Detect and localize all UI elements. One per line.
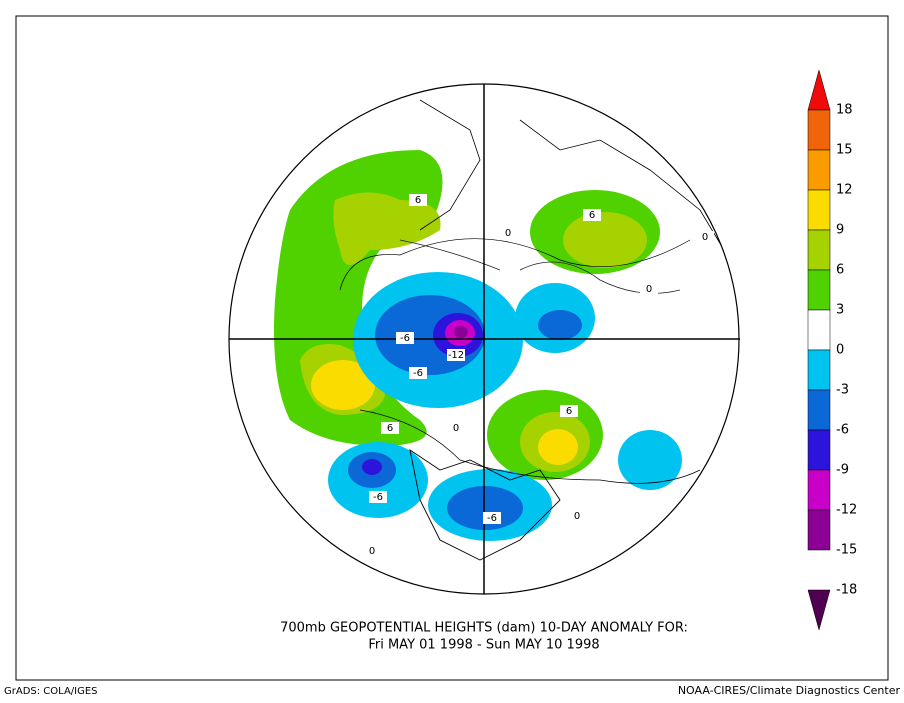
contour-label-bg: [369, 491, 387, 503]
colorbar-label: -12: [836, 503, 857, 518]
contour-label: 0: [646, 284, 652, 295]
contour-label-bg: [363, 545, 381, 557]
colorbar-label: 0: [836, 343, 844, 358]
colorbar-segment: [807, 149, 831, 191]
colorbar-segment: [807, 469, 831, 511]
colorbar-segment: [807, 189, 831, 231]
contour-label-bg: [409, 194, 427, 206]
contour-label: 6: [387, 423, 393, 434]
footer-right: NOAA-CIRES/Climate Diagnostics Center: [678, 684, 901, 697]
contour-label: 0: [453, 423, 459, 434]
contour-label-bg: [483, 512, 501, 524]
colorbar-segment: [807, 229, 831, 271]
contour-label: 6: [415, 195, 421, 206]
colorbar-label: 3: [836, 303, 844, 318]
contour-label: 6: [566, 406, 572, 417]
colorbar-label: 18: [836, 103, 853, 118]
title-line: 700mb GEOPOTENTIAL HEIGHTS (dam) 10-DAY …: [280, 621, 688, 636]
contour-label-bg: [409, 367, 427, 379]
colorbar-segment: [807, 509, 831, 551]
contour-label: -6: [373, 492, 383, 503]
contour-label: -6: [413, 368, 423, 379]
footer-left: GrADS: COLA/IGES: [4, 686, 98, 697]
colorbar-label: 12: [836, 183, 853, 198]
colorbar-label: 9: [836, 223, 844, 238]
colorbar-label: 6: [836, 263, 844, 278]
contour-label-bg: [499, 227, 517, 239]
contour-label: 0: [574, 511, 580, 522]
anomaly-field: [274, 99, 731, 561]
contour-label-bg: [568, 510, 586, 522]
colorbar: 18 15 12 9 6 3 0 -3 -6 -9 -12 -15 -18: [807, 69, 857, 631]
contour-label: -12: [448, 350, 464, 361]
contour-label-bg: [696, 231, 714, 243]
contour-label: -6: [400, 333, 410, 344]
title-line: Fri MAY 01 1998 - Sun MAY 10 1998: [368, 638, 599, 653]
contour-label: 0: [702, 232, 708, 243]
contour-label-bg: [583, 209, 601, 221]
contour-label-bg: [560, 405, 578, 417]
colorbar-label: 15: [836, 143, 853, 158]
colorbar-segment: [807, 309, 831, 351]
colorbar-label: -18: [836, 583, 857, 598]
colorbar-label: -6: [836, 423, 849, 438]
contour-label: -6: [487, 513, 497, 524]
colorbar-label: -3: [836, 383, 849, 398]
contour-label-bg: [447, 349, 465, 361]
colorbar-segment: [807, 109, 831, 151]
colorbar-segment: [807, 349, 831, 391]
contour-label-bg: [447, 422, 465, 434]
colorbar-segment: [807, 389, 831, 431]
colorbar-triangle: [807, 589, 831, 631]
contour-labels: 6 6 0 0 0 -6 -12 -6 6 6 0 -6 -6 0 0: [363, 194, 714, 557]
contour-label-bg: [396, 332, 414, 344]
contour-label: 6: [589, 210, 595, 221]
colorbar-segment: [807, 429, 831, 471]
colorbar-label: -9: [836, 463, 849, 478]
colorbar-segment: [807, 269, 831, 311]
contour-label-bg: [381, 422, 399, 434]
colorbar-label: -15: [836, 543, 857, 558]
contour-label-bg: [640, 283, 658, 295]
contour-label: 0: [505, 228, 511, 239]
contour-label: 0: [369, 546, 375, 557]
